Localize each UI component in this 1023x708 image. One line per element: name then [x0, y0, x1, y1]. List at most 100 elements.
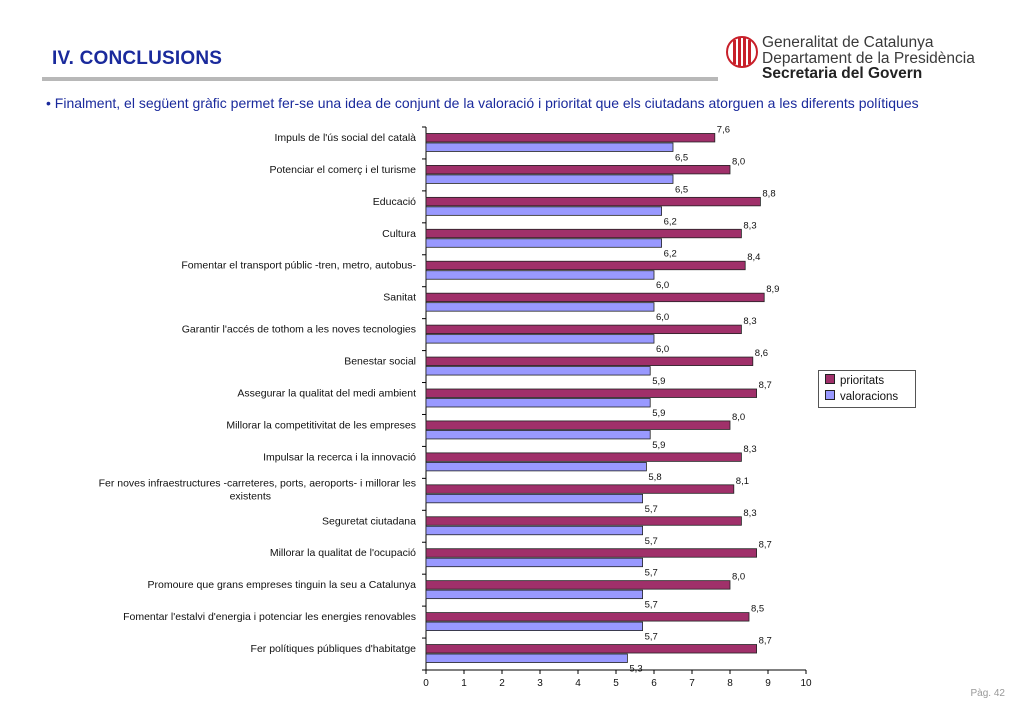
category-label: Millorar la competitivitat de les empres… [226, 419, 416, 431]
category-label: Promoure que grans empreses tinguin la s… [148, 579, 417, 591]
category-label: Benestar social [344, 356, 416, 368]
data-label-valoracions: 5,7 [645, 632, 658, 643]
legend-item-prioritats: prioritats [825, 374, 884, 388]
data-label-valoracions: 5,9 [652, 408, 665, 419]
bar-valoracions [425, 142, 674, 152]
bar-valoracions [425, 302, 655, 312]
bar-valoracions [425, 270, 655, 280]
data-label-prioritats: 8,9 [766, 284, 779, 295]
data-label-valoracions: 6,5 [675, 152, 688, 163]
data-label-valoracions: 6,2 [664, 216, 677, 227]
data-label-prioritats: 8,7 [759, 540, 772, 551]
x-tick-label: 4 [575, 678, 581, 689]
bar-valoracions [425, 621, 644, 631]
data-label-valoracions: 5,7 [645, 536, 658, 547]
category-label: Fomentar el transport públic -tren, metr… [181, 260, 416, 272]
data-label-valoracions: 5,8 [648, 472, 661, 483]
category-label: Potenciar el comerç i el turisme [270, 164, 417, 176]
bar-valoracions [425, 430, 651, 440]
legend-item-valoracions: valoracions [825, 390, 898, 404]
legend-swatch-valoracions [825, 390, 835, 400]
data-label-valoracions: 5,3 [629, 664, 642, 675]
bar-prioritats [425, 548, 758, 558]
category-label: Fomentar l'estalvi d'energia i potenciar… [123, 611, 416, 623]
bar-valoracions [425, 238, 663, 248]
bar-prioritats [425, 388, 758, 398]
category-label: Garantir l'accés de tothom a les noves t… [182, 324, 416, 336]
page-number: Pàg. 42 [970, 688, 1005, 699]
data-label-valoracions: 5,7 [645, 568, 658, 579]
data-label-prioritats: 8,3 [743, 316, 756, 327]
bar-valoracions [425, 334, 655, 344]
bar-prioritats [425, 484, 735, 494]
category-label: Seguretat ciutadana [322, 515, 416, 527]
data-label-prioritats: 8,6 [755, 348, 768, 359]
x-tick-label: 1 [461, 678, 467, 689]
bar-valoracions [425, 174, 674, 184]
category-label: Sanitat [383, 292, 416, 304]
bar-valoracions [425, 589, 644, 600]
bar-prioritats [425, 228, 742, 239]
bar-valoracions [425, 398, 651, 408]
x-tick-label: 3 [537, 678, 543, 689]
category-label: Assegurar la qualitat del medi ambient [237, 388, 416, 400]
generalitat-logo: Generalitat de Catalunya Departament de … [726, 34, 1016, 84]
senyera-emblem-icon [726, 36, 758, 68]
data-label-valoracions: 5,9 [652, 376, 665, 387]
x-tick-label: 7 [689, 678, 695, 689]
x-tick-label: 5 [613, 678, 619, 689]
data-label-valoracions: 5,7 [645, 504, 658, 515]
logo-line-1: Generalitat de Catalunya [762, 34, 934, 51]
title-underline [42, 77, 718, 81]
data-label-prioritats: 8,4 [747, 252, 760, 263]
bar-prioritats [425, 260, 746, 271]
data-label-valoracions: 6,0 [656, 312, 669, 323]
data-label-prioritats: 7,6 [717, 124, 730, 135]
data-label-valoracions: 6,0 [656, 344, 669, 355]
data-label-prioritats: 8,0 [732, 412, 745, 423]
x-tick-label: 10 [800, 678, 812, 689]
chart-legend: prioritats valoracions [818, 370, 916, 408]
page-title: IV. CONCLUSIONS [52, 48, 223, 69]
category-label-line: existents [230, 490, 271, 502]
bar-prioritats [425, 612, 750, 622]
bar-valoracions [425, 653, 628, 663]
x-tick-label: 6 [651, 678, 657, 689]
logo-line-3: Secretaria del Govern [762, 65, 923, 82]
data-label-prioritats: 8,3 [743, 220, 756, 231]
x-tick-label: 0 [423, 678, 429, 689]
intro-text: • Finalment, el següent gràfic permet fe… [46, 95, 919, 111]
category-label: Impuls de l'ús social del català [275, 132, 417, 144]
bar-valoracions [425, 557, 644, 568]
bar-prioritats [425, 452, 742, 462]
data-label-prioritats: 8,5 [751, 604, 764, 615]
bar-prioritats [425, 324, 742, 335]
category-label: Fer noves infraestructures -carreteres, … [99, 477, 416, 502]
data-label-prioritats: 8,3 [743, 444, 756, 455]
x-tick-label: 2 [499, 678, 505, 689]
legend-label-prioritats: prioritats [840, 375, 885, 387]
bar-prioritats [425, 196, 761, 207]
data-label-prioritats: 8,0 [732, 572, 745, 583]
data-label-valoracions: 6,5 [675, 184, 688, 195]
category-label: Millorar la qualitat de l'ocupació [270, 547, 416, 559]
bar-prioritats [425, 292, 765, 303]
data-label-valoracions: 6,2 [664, 248, 677, 259]
data-label-prioritats: 8,1 [736, 476, 749, 487]
data-label-prioritats: 8,3 [743, 508, 756, 519]
bar-prioritats [425, 133, 716, 143]
bar-valoracions [425, 206, 663, 216]
category-label: Impulsar la recerca i la innovació [263, 451, 416, 463]
bar-prioritats [425, 516, 742, 526]
data-label-prioritats: 8,7 [759, 636, 772, 647]
bar-valoracions [425, 493, 644, 504]
bar-prioritats [425, 420, 731, 430]
bar-valoracions [425, 525, 644, 536]
x-tick-label: 9 [765, 678, 771, 689]
legend-swatch-prioritats [825, 374, 835, 384]
data-label-valoracions: 5,7 [645, 600, 658, 611]
bar-prioritats [425, 580, 731, 590]
bar-valoracions [425, 366, 651, 376]
data-label-prioritats: 8,7 [759, 380, 772, 391]
